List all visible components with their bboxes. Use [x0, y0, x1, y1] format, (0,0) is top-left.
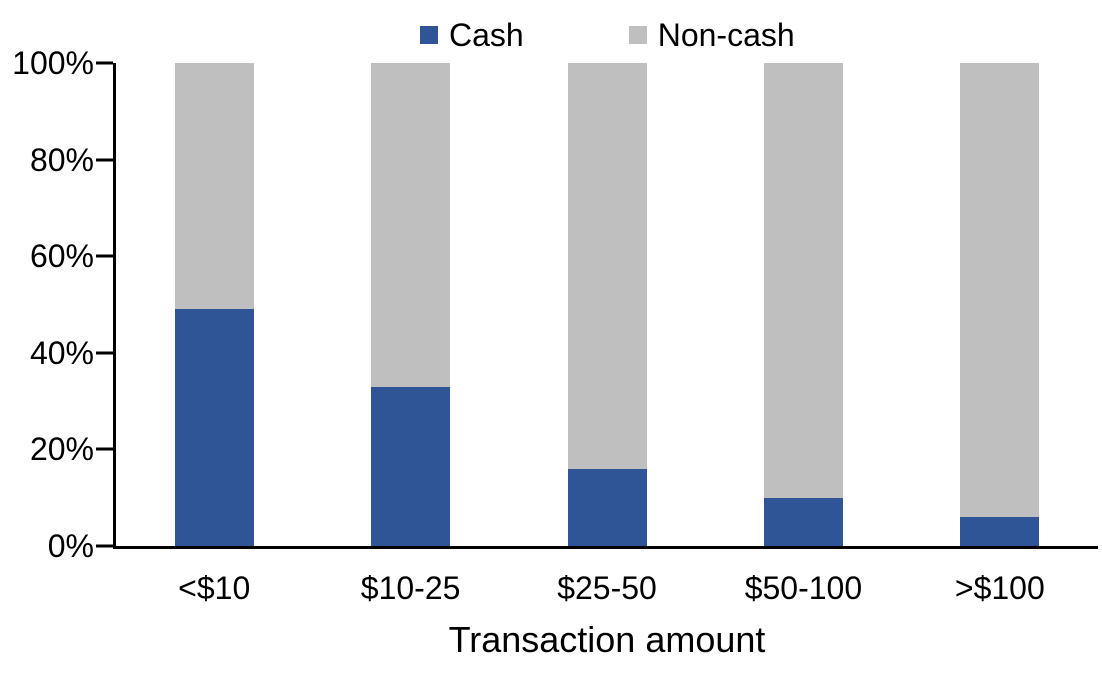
bar-segment-non-cash: [960, 63, 1040, 518]
y-tick-mark: [96, 351, 113, 355]
bar-slot: [312, 63, 508, 546]
legend: Cash Non-cash: [420, 17, 795, 53]
y-tick-label: 40%: [29, 334, 94, 371]
bar-slot: [116, 63, 312, 546]
bar-segment-non-cash: [174, 63, 254, 310]
legend-label: Non-cash: [657, 17, 795, 53]
plot-area: [96, 61, 1098, 549]
bar-stack-5: [960, 63, 1040, 546]
y-axis-labels: 0% 20% 40% 60% 80% 100%: [0, 47, 97, 562]
bar-slot: [705, 63, 901, 546]
x-tick-label: <$10: [178, 570, 251, 606]
bar-slot: [902, 63, 1098, 546]
y-tick-mark: [96, 447, 113, 451]
y-tick-label: 100%: [12, 45, 94, 81]
y-tick-label: 60%: [29, 238, 94, 275]
legend-label: Cash: [449, 17, 524, 53]
x-axis-title: Transaction amount: [448, 619, 766, 660]
legend-swatch-icon: [628, 26, 647, 44]
bar-segment-cash: [371, 386, 451, 546]
bar-segment-cash: [960, 517, 1040, 546]
legend-item-non-cash: Non-cash: [628, 17, 795, 53]
bars-region: [116, 63, 1098, 546]
bar-segment-non-cash: [567, 63, 647, 469]
y-tick-label: 20%: [29, 431, 94, 468]
bar-stack-1: [174, 63, 254, 546]
legend-swatch-icon: [420, 26, 438, 44]
x-axis-labels: <$10 $10-25 $25-50 $50-100 >$100: [116, 570, 1098, 606]
y-tick-mark: [96, 61, 113, 65]
bar-segment-cash: [763, 497, 843, 546]
y-tick-mark: [96, 544, 113, 548]
bar-slot: [509, 63, 705, 546]
bar-segment-non-cash: [371, 63, 451, 387]
y-tick-mark: [96, 254, 113, 258]
bar-segment-cash: [567, 468, 647, 546]
y-tick-label: 0%: [47, 528, 94, 564]
y-tick-mark: [96, 158, 113, 162]
bar-segment-cash: [174, 309, 254, 546]
x-tick-label: $50-100: [744, 570, 863, 606]
legend-item-cash: Cash: [420, 17, 524, 53]
bar-stack-3: [567, 63, 647, 546]
bar-segment-non-cash: [763, 63, 843, 498]
bar-stack-4: [763, 63, 843, 546]
x-tick-label: $10-25: [360, 570, 461, 606]
y-tick-label: 80%: [29, 141, 94, 178]
x-tick-label: >$100: [954, 570, 1045, 606]
x-tick-label: $25-50: [557, 570, 657, 606]
bar-stack-2: [371, 63, 451, 546]
